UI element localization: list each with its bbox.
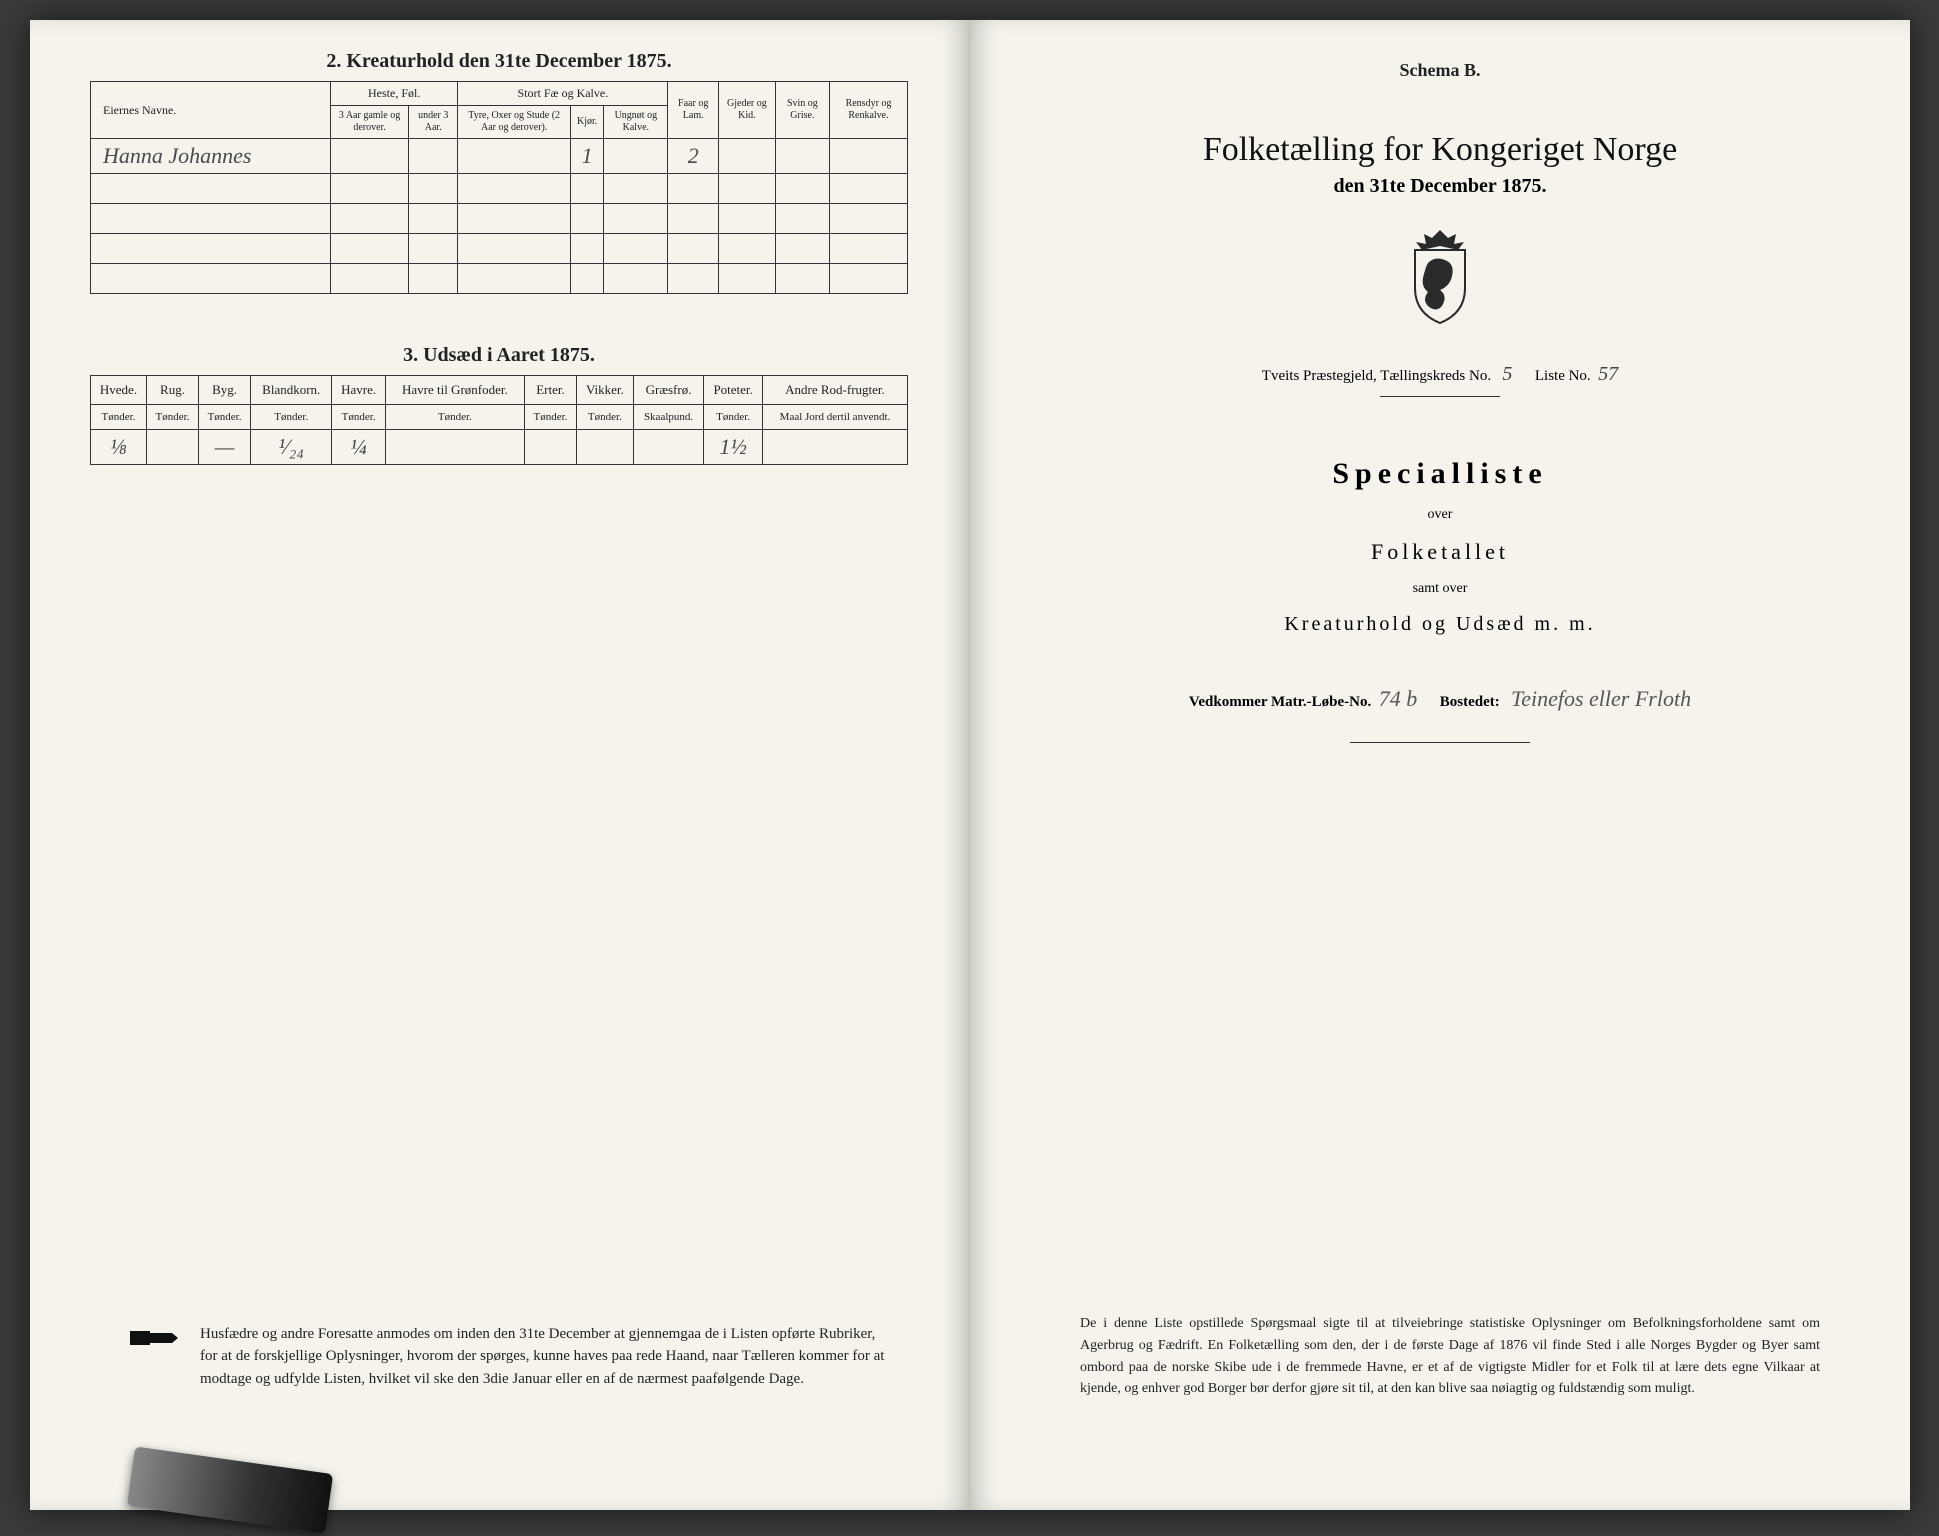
table-row: [91, 264, 908, 294]
sub-tonder: Tønder.: [385, 405, 524, 430]
sub-tonder: Tønder.: [146, 405, 198, 430]
th-blandkorn: Blandkorn.: [251, 376, 332, 405]
pointing-hand-icon: [130, 1323, 180, 1353]
vedkommer-label: Vedkommer Matr.-Løbe-No.: [1189, 694, 1371, 710]
cell-rug: [146, 430, 198, 465]
divider: [1380, 396, 1500, 397]
parish-prefix: Tveits Præstegjeld, Tællingskreds No.: [1262, 368, 1491, 384]
table-row: Hanna Johannes 1 2: [91, 139, 908, 174]
th-poteter: Poteter.: [704, 376, 763, 405]
th-stort-c: Ungnøt og Kalve.: [604, 106, 668, 139]
owner-name: Hanna Johannes: [91, 139, 331, 174]
parish-line: Tveits Præstegjeld, Tællingskreds No. 5 …: [1030, 363, 1850, 386]
sub-maal: Maal Jord dertil anvendt.: [762, 405, 907, 430]
th-rug: Rug.: [146, 376, 198, 405]
th-stort-a: Tyre, Oxer og Stude (2 Aar og derover).: [458, 106, 571, 139]
th-vikker: Vikker.: [576, 376, 633, 405]
cell-hvede: ⅛: [91, 430, 147, 465]
table-row: [91, 234, 908, 264]
th-byg: Byg.: [199, 376, 251, 405]
sub-tonder: Tønder.: [332, 405, 385, 430]
th-hvede: Hvede.: [91, 376, 147, 405]
specialliste-title: Specialliste: [1030, 457, 1850, 491]
section2-title: 2. Kreaturhold den 31te December 1875.: [90, 50, 908, 73]
bostedet-label: Bostedet:: [1440, 694, 1500, 710]
kreds-no: 5: [1502, 363, 1512, 385]
table-row: [91, 204, 908, 234]
th-heste-a: 3 Aar gamle og derover.: [331, 106, 409, 139]
th-svin: Svin og Grise.: [775, 82, 829, 139]
th-stort-b: Kjør.: [570, 106, 603, 139]
cell-blandkorn: ¹⁄₂₄: [251, 430, 332, 465]
th-andre: Andre Rod-frugter.: [762, 376, 907, 405]
sub-tonder: Tønder.: [704, 405, 763, 430]
bostedet-value: Teinefos eller Frloth: [1511, 686, 1691, 711]
kreatur-text: Kreaturhold og Udsæd m. m.: [1030, 613, 1850, 636]
sub-tonder: Tønder.: [524, 405, 576, 430]
sub-tonder: Tønder.: [576, 405, 633, 430]
th-erter: Erter.: [524, 376, 576, 405]
th-eiernes: Eiernes Navne.: [91, 82, 331, 139]
th-havre-til: Havre til Grønfoder.: [385, 376, 524, 405]
coat-of-arms-icon: [1030, 228, 1850, 333]
section3-title: 3. Udsæd i Aaret 1875.: [90, 344, 908, 367]
th-rensdyr: Rensdyr og Renkalve.: [829, 82, 907, 139]
divider: [1350, 742, 1530, 743]
th-havre: Havre.: [332, 376, 385, 405]
main-title: Folketælling for Kongeriget Norge: [1030, 131, 1850, 169]
sub-tonder: Tønder.: [251, 405, 332, 430]
sub-skaalpund: Skaalpund.: [633, 405, 704, 430]
left-footer-text: Husfædre og andre Foresatte anmodes om i…: [200, 1323, 888, 1391]
vedkommer-line: Vedkommer Matr.-Løbe-No. 74 b Bostedet: …: [1030, 686, 1850, 712]
udsaed-table: Hvede. Rug. Byg. Blandkorn. Havre. Havre…: [90, 375, 908, 465]
pen-object: [127, 1446, 333, 1533]
cell-poteter: 1½: [704, 430, 763, 465]
kreaturhold-table: Eiernes Navne. Heste, Føl. Stort Fæ og K…: [90, 81, 908, 294]
sub-tonder: Tønder.: [199, 405, 251, 430]
cell-byg: —: [199, 430, 251, 465]
th-graesfro: Græsfrø.: [633, 376, 704, 405]
table-row: [91, 174, 908, 204]
cell-faar: 2: [668, 139, 719, 174]
th-faar: Faar og Lam.: [668, 82, 719, 139]
right-page: Schema B. Folketælling for Kongeriget No…: [970, 20, 1910, 1510]
cell-havre: ¼: [332, 430, 385, 465]
over-text: over: [1030, 507, 1850, 523]
sub-title: den 31te December 1875.: [1030, 175, 1850, 198]
cell-kjor: 1: [570, 139, 603, 174]
folketallet-text: Folketallet: [1030, 539, 1850, 565]
book-spread: 2. Kreaturhold den 31te December 1875. E…: [30, 20, 1910, 1510]
th-heste-b: under 3 Aar.: [409, 106, 458, 139]
schema-label: Schema B.: [1030, 60, 1850, 81]
th-stort-grp: Stort Fæ og Kalve.: [458, 82, 668, 106]
th-heste-grp: Heste, Føl.: [331, 82, 458, 106]
samt-text: samt over: [1030, 581, 1850, 597]
liste-no: 57: [1598, 363, 1618, 385]
left-page: 2. Kreaturhold den 31te December 1875. E…: [30, 20, 970, 1510]
table-row: ⅛ — ¹⁄₂₄ ¼ 1½: [91, 430, 908, 465]
liste-label: Liste No.: [1535, 368, 1591, 384]
matr-no: 74 b: [1379, 686, 1418, 711]
right-footer-text: De i denne Liste opstillede Spørgsmaal s…: [1080, 1313, 1820, 1400]
left-footer: Husfædre og andre Foresatte anmodes om i…: [130, 1323, 888, 1391]
sub-tonder: Tønder.: [91, 405, 147, 430]
th-gjeder: Gjeder og Kid.: [718, 82, 775, 139]
